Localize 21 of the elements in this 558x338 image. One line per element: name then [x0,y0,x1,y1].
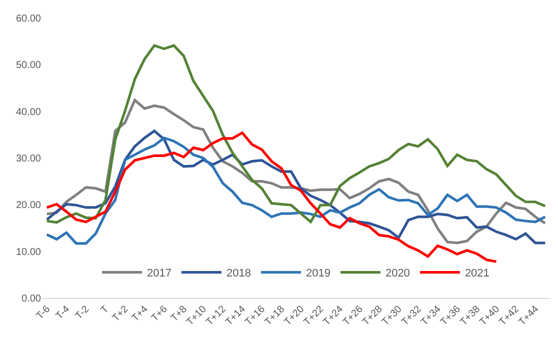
x-tick-label: T-2 [74,304,92,322]
legend-label: 2018 [226,268,251,280]
x-tick-label: T [99,304,112,316]
legend-label: 2017 [147,268,172,280]
y-tick-label: 20.00 [16,200,42,212]
y-tick-label: 10.00 [16,246,42,258]
y-tick-label: 50.00 [16,60,42,72]
y-tick-label: 0.00 [22,294,42,304]
x-tick-label: T-6 [34,304,53,322]
line-series [46,44,546,224]
x-tick-label: T+4 [130,304,151,324]
x-tick-label: T+6 [150,304,170,324]
legend-label: 2019 [306,268,330,280]
x-tick-label: T-4 [54,304,72,322]
x-tick-label: T+2 [110,304,132,324]
y-tick-label: 40.00 [16,106,42,118]
line-series [46,132,498,263]
y-tick-label: 60.00 [16,14,42,24]
legend-label: 2020 [385,268,410,280]
y-tick-label: 30.00 [16,154,42,164]
legend-label: 2021 [464,268,490,280]
